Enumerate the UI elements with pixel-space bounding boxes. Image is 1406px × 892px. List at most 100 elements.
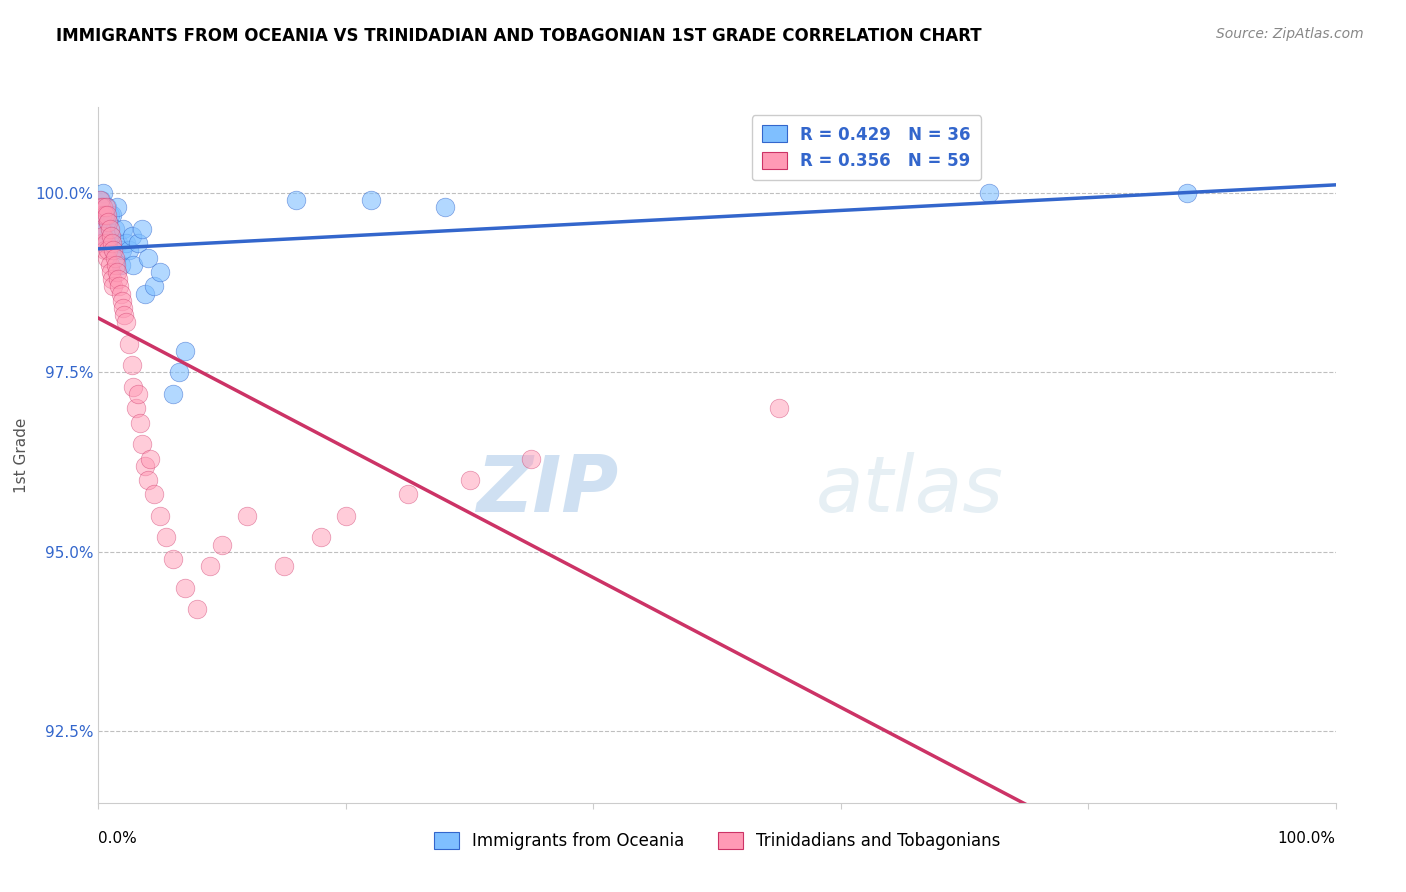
Point [100, 229, 122, 244]
Point [396, 487, 419, 501]
Point [149, 265, 172, 279]
Point [97, 215, 120, 229]
Point [90, 222, 112, 236]
Point [98, 258, 121, 272]
Point [134, 286, 156, 301]
Point [97, 244, 120, 258]
Point [1175, 186, 1198, 200]
Point [129, 416, 152, 430]
Point [101, 236, 124, 251]
Point [101, 272, 124, 286]
Point [211, 538, 233, 552]
Point [112, 308, 135, 322]
Point [90, 194, 112, 208]
Point [273, 559, 295, 574]
Point [127, 236, 149, 251]
Point [101, 208, 124, 222]
Text: 0.0%: 0.0% [98, 830, 138, 846]
Point [93, 208, 115, 222]
Point [143, 487, 166, 501]
Point [155, 530, 177, 544]
Point [93, 208, 115, 222]
Point [96, 201, 118, 215]
Point [93, 186, 115, 200]
Point [121, 358, 143, 372]
Point [91, 208, 114, 222]
Point [458, 473, 481, 487]
Point [309, 530, 332, 544]
Point [107, 272, 129, 286]
Point [96, 251, 118, 265]
Point [93, 244, 115, 258]
Text: atlas: atlas [815, 451, 1004, 528]
Point [136, 473, 159, 487]
Point [131, 222, 153, 236]
Point [979, 186, 1001, 200]
Point [198, 559, 221, 574]
Point [91, 222, 114, 236]
Point [98, 222, 121, 236]
Point [236, 508, 259, 523]
Point [108, 279, 131, 293]
Text: ZIP: ZIP [475, 451, 619, 528]
Point [90, 201, 112, 215]
Point [93, 201, 115, 215]
Point [94, 201, 117, 215]
Point [103, 244, 125, 258]
Point [285, 194, 308, 208]
Point [174, 581, 197, 595]
Point [121, 229, 143, 244]
Point [174, 343, 197, 358]
Point [112, 301, 135, 315]
Point [127, 387, 149, 401]
Point [335, 508, 357, 523]
Legend: Immigrants from Oceania, Trinidadians and Tobagonians: Immigrants from Oceania, Trinidadians an… [427, 826, 1007, 857]
Point [103, 279, 125, 293]
Point [103, 244, 125, 258]
Point [97, 215, 120, 229]
Text: Source: ZipAtlas.com: Source: ZipAtlas.com [1216, 27, 1364, 41]
Point [118, 336, 141, 351]
Y-axis label: 1st Grade: 1st Grade [14, 417, 28, 492]
Point [134, 458, 156, 473]
Point [114, 315, 136, 329]
Point [111, 293, 134, 308]
Point [107, 236, 129, 251]
Point [114, 236, 136, 251]
Point [98, 208, 121, 222]
Point [111, 244, 134, 258]
Point [143, 279, 166, 293]
Point [122, 380, 145, 394]
Point [100, 229, 122, 244]
Point [96, 236, 118, 251]
Point [124, 401, 146, 416]
Point [149, 508, 172, 523]
Point [118, 244, 141, 258]
Point [167, 366, 190, 380]
Point [110, 258, 132, 272]
Point [89, 194, 111, 208]
Point [94, 236, 117, 251]
Point [103, 222, 125, 236]
Point [93, 229, 115, 244]
Point [104, 258, 127, 272]
Point [110, 286, 132, 301]
Point [100, 265, 122, 279]
Point [768, 401, 790, 416]
Point [520, 451, 543, 466]
Point [162, 552, 184, 566]
Point [93, 222, 115, 236]
Point [96, 208, 118, 222]
Point [139, 451, 162, 466]
Point [122, 258, 145, 272]
Text: IMMIGRANTS FROM OCEANIA VS TRINIDADIAN AND TOBAGONIAN 1ST GRADE CORRELATION CHAR: IMMIGRANTS FROM OCEANIA VS TRINIDADIAN A… [56, 27, 981, 45]
Point [91, 236, 114, 251]
Point [433, 201, 456, 215]
Point [105, 265, 128, 279]
Point [105, 201, 128, 215]
Text: 100.0%: 100.0% [1278, 830, 1336, 846]
Point [360, 194, 382, 208]
Point [103, 251, 125, 265]
Point [136, 251, 159, 265]
Point [112, 222, 135, 236]
